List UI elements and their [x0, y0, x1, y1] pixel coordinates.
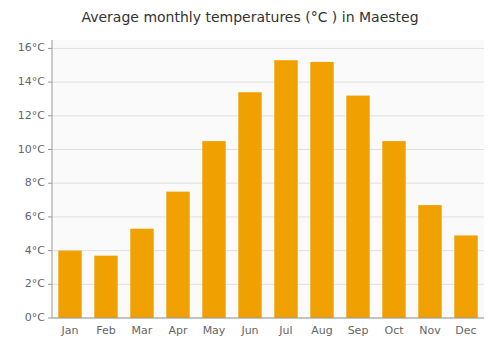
- grid: [52, 48, 484, 318]
- y-tick: [48, 149, 52, 150]
- y-tick-label: 2°C: [25, 277, 45, 290]
- x-tick-label: Jun: [240, 324, 258, 337]
- y-tick-label: 12°C: [18, 109, 45, 122]
- y-tick-label: 4°C: [25, 244, 45, 257]
- background: [0, 0, 500, 350]
- bar: [274, 60, 297, 318]
- chart-container: 0°C 2°C 4°C 6°C 8°C 10°C 12°C 14°C 16°C Jan Feb Mar…: [0, 0, 500, 350]
- y-tick-label: 0°C: [25, 311, 45, 324]
- bar: [130, 229, 153, 318]
- grid-line: [52, 115, 484, 116]
- x-axis-line: [52, 318, 484, 319]
- x-tick-label: Feb: [96, 324, 115, 337]
- y-tick: [48, 115, 52, 116]
- bar: [202, 141, 225, 318]
- x-axis: Jan Feb Mar Apr May Jun Jul Aug Sep Oct Nov Dec: [61, 324, 477, 337]
- y-tick-label: 6°C: [25, 210, 45, 223]
- y-tick-label: 8°C: [25, 176, 45, 189]
- y-tick-label: 16°C: [18, 41, 45, 54]
- grid-line: [52, 318, 484, 319]
- bar: [238, 92, 261, 318]
- bar: [94, 256, 117, 318]
- y-tick: [48, 318, 52, 319]
- x-tick-label: Mar: [132, 324, 153, 337]
- grid-line: [52, 82, 484, 83]
- plot-area: [52, 40, 484, 318]
- bar: [166, 192, 189, 318]
- bars: [58, 60, 477, 318]
- y-tick: [48, 216, 52, 217]
- x-tick-label: Aug: [311, 324, 332, 337]
- y-tick: [48, 183, 52, 184]
- grid-line: [52, 183, 484, 184]
- x-tick-label: Dec: [455, 324, 476, 337]
- y-tick: [48, 250, 52, 251]
- y-tick-label: 10°C: [18, 143, 45, 156]
- x-tick-label: Jul: [278, 324, 292, 337]
- x-tick-label: May: [203, 324, 226, 337]
- bar: [382, 141, 405, 318]
- bar: [310, 62, 333, 318]
- x-tick-label: Jan: [61, 324, 79, 337]
- y-tick: [48, 284, 52, 285]
- x-tick-label: Apr: [168, 324, 188, 337]
- x-tick-label: Oct: [384, 324, 404, 337]
- title: Average monthly temperatures (°C ) in Ma…: [81, 9, 418, 25]
- y-tick: [48, 48, 52, 49]
- grid-line: [52, 149, 484, 150]
- y-tick: [48, 82, 52, 83]
- bar: [58, 251, 81, 318]
- y-tick-label: 14°C: [18, 75, 45, 88]
- chart-svg: 0°C 2°C 4°C 6°C 8°C 10°C 12°C 14°C 16°C Jan Feb Mar…: [0, 0, 500, 350]
- grid-line: [52, 48, 484, 49]
- bar: [454, 235, 477, 318]
- bar: [346, 96, 369, 318]
- x-tick-label: Nov: [419, 324, 441, 337]
- y-axis: 0°C 2°C 4°C 6°C 8°C 10°C 12°C 14°C 16°C: [18, 41, 52, 324]
- axes: [52, 40, 484, 318]
- y-axis-line: [52, 40, 53, 318]
- x-tick-label: Sep: [348, 324, 369, 337]
- bar: [418, 205, 441, 318]
